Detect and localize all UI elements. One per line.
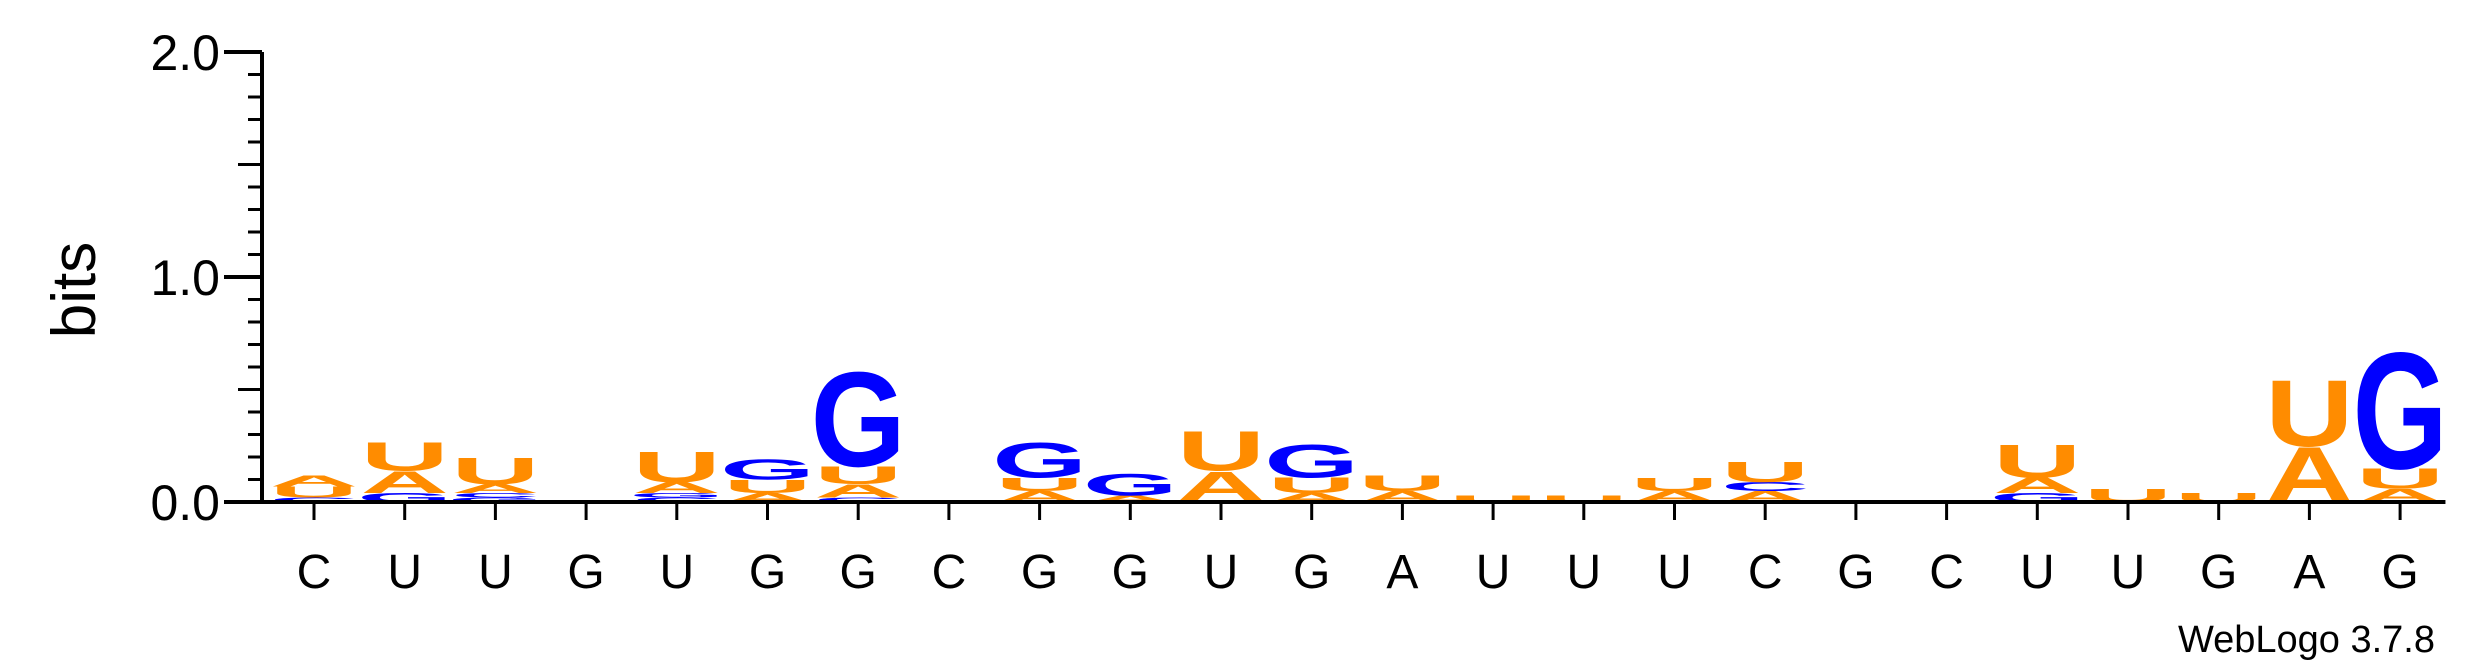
- logo-letter-a: A: [361, 464, 449, 499]
- logo-letter-a: A: [633, 479, 721, 496]
- letter-stacks: CUAGAUGCAUGCGAUAUGCAUGAUGAGCAUAUGAUUUAUA…: [270, 318, 2448, 519]
- logo-letter-u: U: [361, 434, 449, 479]
- logo-letter-c: C: [1721, 479, 1809, 493]
- logo-letter-g: G: [448, 496, 543, 503]
- logo-letter-c: C: [633, 496, 721, 503]
- x-axis-label: U: [1476, 546, 1511, 599]
- logo-letter-g: G: [720, 454, 815, 486]
- weblogo-credit: WebLogo 3.7.8: [2178, 619, 2435, 661]
- logo-letter-u: U: [1268, 473, 1356, 498]
- y-tick-label: 0.0: [150, 475, 220, 531]
- x-axis-label: C: [1748, 546, 1783, 599]
- logo-letter-a: A: [814, 480, 902, 501]
- logo-letter-u: U: [2265, 361, 2353, 466]
- logo-letter-u: U: [1993, 435, 2081, 488]
- x-axis-label: U: [1566, 546, 1601, 599]
- x-axis-label: G: [2200, 546, 2237, 599]
- logo-letter-g: G: [1083, 467, 1178, 502]
- logo-letter-u: U: [270, 483, 358, 500]
- x-axis-label: A: [1386, 546, 1418, 599]
- x-axis-label: G: [840, 546, 877, 599]
- logo-letter-u: U: [814, 461, 902, 489]
- logo-letter-g: G: [2353, 318, 2448, 504]
- x-axis-label: C: [297, 546, 332, 599]
- y-tick-label: 1.0: [150, 250, 220, 306]
- logo-letter-u: U: [995, 474, 1083, 495]
- x-axis-label: U: [1204, 546, 1239, 599]
- x-axis-label: G: [749, 546, 786, 599]
- logo-letter-u: U: [1630, 474, 1718, 495]
- x-axis-label: U: [2020, 546, 2055, 599]
- logo-letter-u: U: [2356, 463, 2444, 495]
- logo-letter-a: A: [451, 482, 539, 496]
- y-axis-ticks: 0.0 1.0 2.0: [150, 25, 262, 531]
- x-axis-label: G: [1293, 546, 1330, 599]
- x-axis-label: U: [478, 546, 513, 599]
- x-axis-label: G: [567, 546, 604, 599]
- logo-letter-a: A: [1086, 494, 1174, 504]
- x-axis-label: A: [2293, 546, 2325, 599]
- x-axis-label: U: [387, 546, 422, 599]
- logo-letter-g: G: [629, 492, 724, 499]
- x-axis-label: U: [2111, 546, 2146, 599]
- logo-letter-u: U: [1449, 494, 1537, 504]
- logo-letter-g: G: [811, 344, 906, 495]
- logo-letter-g: G: [992, 432, 1087, 488]
- x-axis-label: G: [2381, 546, 2418, 599]
- logo-letter-c: C: [270, 496, 358, 503]
- logo-letter-u: U: [1177, 420, 1265, 483]
- x-axis-label: U: [659, 546, 694, 599]
- logo-letter-u: U: [451, 450, 539, 492]
- x-axis-label: G: [1112, 546, 1149, 599]
- x-axis-label: C: [1929, 546, 1964, 599]
- logo-letter-c: C: [451, 492, 539, 499]
- x-axis-label: G: [1021, 546, 1058, 599]
- logo-letter-u: U: [1721, 456, 1809, 488]
- x-axis-label: U: [1657, 546, 1692, 599]
- logo-letter-a: A: [1993, 473, 2081, 498]
- y-tick-label: 2.0: [150, 25, 220, 81]
- x-axis-label: G: [1837, 546, 1874, 599]
- y-axis-label: bits: [40, 242, 109, 338]
- logo-letter-u: U: [1358, 471, 1446, 496]
- x-axis-label: C: [932, 546, 967, 599]
- logo-letter-a: A: [270, 472, 358, 489]
- logo-letter-g: G: [1264, 435, 1359, 488]
- logo-letter-c: C: [814, 496, 902, 503]
- logo-letter-u: U: [1540, 494, 1628, 504]
- logo-letter-u: U: [723, 476, 811, 497]
- logo-letter-u: U: [633, 442, 721, 491]
